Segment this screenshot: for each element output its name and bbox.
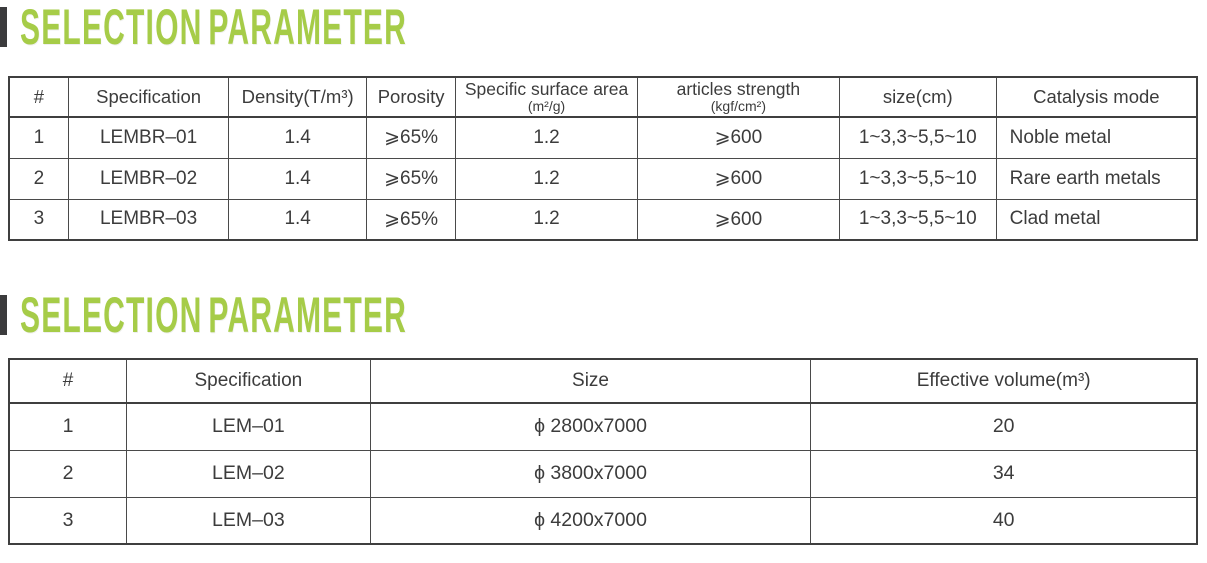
table-cell: Clad metal (995, 198, 1198, 241)
heading-accent-bar (0, 295, 7, 335)
table-cell: 1.4 (228, 198, 368, 241)
section-heading: SELECTION PARAMETER (0, 0, 1207, 55)
table-cell: LEM–01 (126, 402, 371, 451)
table-cell: ϕ 2800x7000 (369, 402, 812, 451)
table-cell: ⩾65% (366, 157, 457, 200)
column-header: Density(T/m³) (228, 76, 368, 118)
column-header-unit: (m²/g) (527, 98, 566, 115)
table-cell: LEM–03 (126, 496, 371, 545)
selection-parameter-section-1: SELECTION PARAMETER # Specification Densit… (0, 0, 1207, 241)
table-cell: ϕ 4200x7000 (369, 496, 812, 545)
table-cell: 3 (8, 496, 128, 545)
table-cell: Rare earth metals (995, 157, 1198, 200)
table-cell: Noble metal (995, 116, 1198, 159)
header-row: # Specification Density(T/m³) Porosity Speci… (8, 76, 1198, 118)
catalog-page: SELECTION PARAMETER # Specification Densit… (0, 0, 1207, 545)
column-header: Size (369, 358, 812, 404)
selection-parameter-section-2: SELECTION PARAMETER # Specification Size Ef… (0, 287, 1207, 545)
table-cell: 2 (8, 157, 69, 200)
column-header-label: Porosity (377, 85, 445, 107)
table-row: 3 LEMBR–03 1.4 ⩾65% 1.2 ⩾600 1~3,3~5,5~10 Clad … (8, 198, 1198, 241)
column-header-label: Specification (194, 370, 303, 391)
section-heading: SELECTION PARAMETER (0, 287, 1207, 343)
table-cell: ⩾600 (636, 116, 840, 159)
table-cell: 1.2 (455, 157, 638, 200)
heading-accent-bar (0, 7, 7, 47)
table-row: 2 LEMBR–02 1.4 ⩾65% 1.2 ⩾600 1~3,3~5,5~10 Rare … (8, 157, 1198, 200)
column-header-label: Density(T/m³) (241, 85, 354, 107)
column-header: articles strength (kgf/cm²) (636, 76, 840, 118)
column-header: # (8, 76, 69, 118)
table-cell: LEMBR–02 (67, 157, 230, 200)
table-cell: 1.2 (455, 116, 638, 159)
table-cell: LEMBR–03 (67, 198, 230, 241)
table-cell: ⩾600 (636, 198, 840, 241)
column-header-label: # (33, 85, 45, 107)
column-header: Specification (67, 76, 230, 118)
table-row: 2 LEM–02 ϕ 3800x7000 34 (8, 449, 1198, 498)
column-header-label: # (62, 370, 74, 391)
table-cell: 2 (8, 449, 128, 498)
table-cell: ⩾600 (636, 157, 840, 200)
table-cell: LEM–02 (126, 449, 371, 498)
column-header: Effective volume(m³) (810, 358, 1198, 404)
section-title: SELECTION PARAMETER (20, 287, 408, 343)
column-header-label: Size (572, 370, 609, 391)
table-cell: ⩾65% (366, 116, 457, 159)
header-row: # Specification Size Effective volume(m³) (8, 358, 1198, 404)
table-cell: 1~3,3~5,5~10 (838, 116, 997, 159)
column-header: size(cm) (838, 76, 997, 118)
table-cell: ⩾65% (366, 198, 457, 241)
column-header-label: articles strength (676, 78, 801, 99)
table-cell: 3 (8, 198, 69, 241)
table-row: 3 LEM–03 ϕ 4200x7000 40 (8, 496, 1198, 545)
table-cell: LEMBR–01 (67, 116, 230, 159)
column-header-label: size(cm) (882, 85, 953, 107)
column-header-label: Catalysis mode (1033, 85, 1160, 107)
column-header: Specification (126, 358, 371, 404)
column-header: Specific surface area (m²/g) (455, 76, 638, 118)
table-row: 1 LEMBR–01 1.4 ⩾65% 1.2 ⩾600 1~3,3~5,5~10 Noble… (8, 116, 1198, 159)
table-cell: 1~3,3~5,5~10 (838, 157, 997, 200)
column-header: Porosity (366, 76, 457, 118)
table-cell: 20 (810, 402, 1198, 451)
table-row: 1 LEM–01 ϕ 2800x7000 20 (8, 402, 1198, 451)
column-header: Catalysis mode (995, 76, 1198, 118)
table-cell: 1~3,3~5,5~10 (838, 198, 997, 241)
selection-parameter-table-2: # Specification Size Effective volume(m³) 1 L… (8, 358, 1198, 545)
table-cell: ϕ 3800x7000 (369, 449, 812, 498)
table-cell: 40 (810, 496, 1198, 545)
column-header-label: Specific surface area (464, 78, 629, 99)
section-title: SELECTION PARAMETER (20, 0, 408, 55)
table-cell: 1 (8, 402, 128, 451)
column-header: # (8, 358, 128, 404)
table-cell: 1.4 (228, 116, 368, 159)
table-cell: 34 (810, 449, 1198, 498)
table-cell: 1 (8, 116, 69, 159)
table-cell: 1.4 (228, 157, 368, 200)
column-header-label: Effective volume(m³) (916, 370, 1091, 391)
column-header-unit: (kgf/cm²) (710, 98, 766, 115)
column-header-label: Specification (96, 85, 202, 107)
table-cell: 1.2 (455, 198, 638, 241)
selection-parameter-table-1: # Specification Density(T/m³) Porosity Speci… (8, 76, 1198, 241)
